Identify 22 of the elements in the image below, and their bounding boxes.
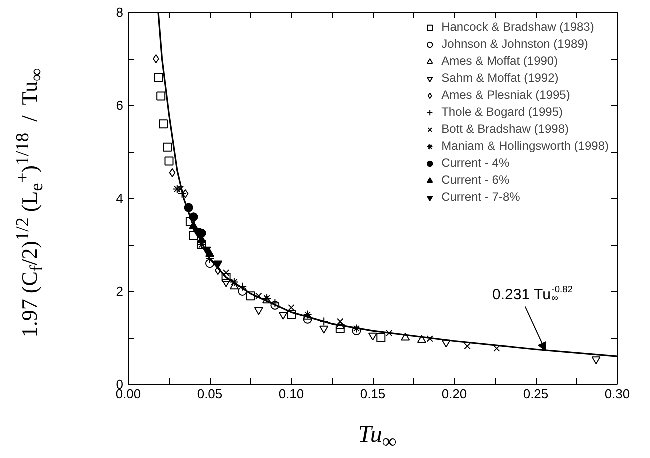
legend-label: Johnson & Johnston (1989) [442, 37, 588, 51]
x-tick-label: 0.15 [360, 386, 386, 402]
legend-label: Thole & Bogard (1995) [442, 105, 563, 119]
y-tick-label: 2 [116, 284, 124, 299]
x-tick-label: 0.25 [523, 386, 549, 402]
legend-label: Ames & Plesniak (1995) [442, 88, 570, 102]
legend-label: Bott & Bradshaw (1998) [442, 122, 569, 136]
legend-label: Current - 4% [442, 156, 510, 170]
x-tick-label: 0.30 [604, 386, 630, 402]
legend-label: Ames & Moffat (1990) [442, 54, 558, 68]
y-tick-label: 4 [116, 191, 124, 206]
legend-label: Current - 7-8% [442, 190, 520, 204]
x-tick-label: 0.20 [442, 386, 468, 402]
legend-label: Hancock & Bradshaw (1983) [442, 20, 594, 34]
x-axis-title: Tu$_{∞}$ [357, 421, 398, 455]
y-tick-label: 6 [116, 98, 124, 113]
legend-label: Sahm & Moffat (1992) [442, 71, 559, 85]
y-tick-label: 8 [116, 5, 124, 20]
legend-label: Current - 6% [442, 173, 510, 187]
x-tick-label: 0.10 [278, 386, 304, 402]
legend-label: Maniam & Hollingsworth (1998) [442, 139, 609, 153]
x-tick-label: 0.05 [197, 386, 223, 402]
